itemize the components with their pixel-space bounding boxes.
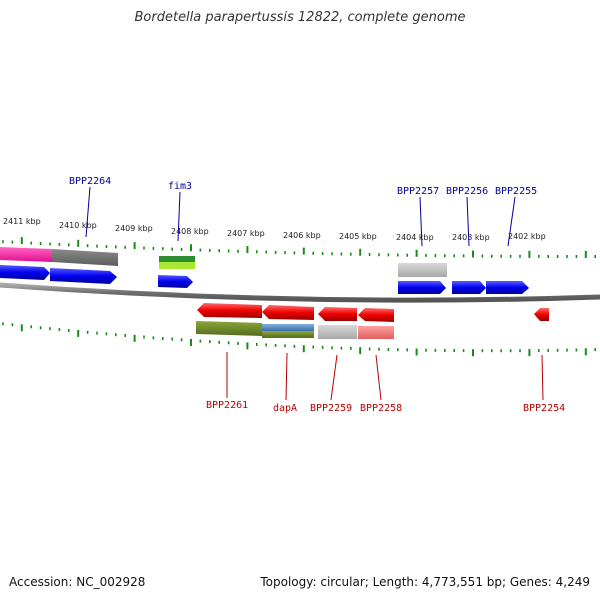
feature-bar-steelblue [262, 324, 314, 331]
scale-ticks-reverse [2, 322, 597, 357]
scale-labels: 2411 kbp 2410 kbp 2409 kbp 2408 kbp 2407… [3, 217, 546, 242]
gene-arrow-rev-dapA[interactable] [262, 305, 314, 320]
gene-arrow-fwd-bpp2257[interactable] [398, 281, 446, 294]
scale-label-2407: 2407 kbp [227, 229, 265, 238]
gene-arrow-fwd-bpp2256[interactable] [452, 281, 486, 294]
feature-bar-green [159, 256, 195, 262]
scale-label-2402: 2402 kbp [508, 232, 546, 241]
gene-arrow-fwd-a[interactable] [0, 265, 50, 280]
feature-bar-gray [52, 249, 118, 266]
scale-ticks-forward [2, 237, 597, 258]
scale-label-2405: 2405 kbp [339, 232, 377, 241]
gene-arrow-rev-bpp2261[interactable] [197, 303, 262, 318]
feature-bar-olive-1 [196, 321, 262, 336]
scale-label-2408: 2408 kbp [171, 227, 209, 236]
gene-arrow-rev-bpp2258[interactable] [358, 308, 394, 322]
feature-bar-pink [0, 247, 52, 262]
scale-label-2404: 2404 kbp [396, 233, 434, 242]
scale-label-2409: 2409 kbp [115, 224, 153, 233]
forward-feature-bars [0, 247, 447, 277]
gene-arrow-fwd-bpp2255[interactable] [486, 281, 529, 294]
feature-bar-lightgray [398, 263, 447, 277]
gene-label-bpp2257[interactable]: BPP2257 [397, 186, 439, 197]
gene-label-bpp2254[interactable]: BPP2254 [523, 403, 565, 414]
gene-label-bpp2261[interactable]: BPP2261 [206, 400, 248, 411]
gene-label-bpp2255[interactable]: BPP2255 [495, 186, 537, 197]
forward-gene-labels: BPP2264 fim3 BPP2257 BPP2256 BPP2255 [69, 176, 537, 197]
genome-backbone [0, 282, 600, 303]
forward-genes [0, 265, 529, 294]
gene-label-bpp2259[interactable]: BPP2259 [310, 403, 352, 414]
reverse-genes [197, 303, 549, 322]
reverse-feature-bars [196, 321, 394, 339]
gene-arrow-rev-bpp2254[interactable] [534, 308, 549, 321]
feature-bar-salmon [358, 326, 394, 339]
gene-arrow-rev-bpp2259[interactable] [318, 307, 357, 321]
feature-bar-olive-2 [262, 331, 314, 338]
gene-label-fim3[interactable]: fim3 [168, 181, 192, 192]
feature-bar-silver [318, 325, 357, 339]
gene-label-dapA[interactable]: dapA [273, 403, 297, 414]
accession-text: Accession: NC_002928 [9, 575, 146, 589]
genome-title: Bordetella parapertussis 12822, complete… [134, 10, 466, 25]
gene-arrow-fwd-bpp2264[interactable] [50, 268, 117, 284]
scale-label-2411: 2411 kbp [3, 217, 41, 226]
gene-arrow-fwd-fim3[interactable] [158, 275, 193, 288]
callout-lines [85, 186, 544, 401]
gene-label-bpp2264[interactable]: BPP2264 [69, 176, 111, 187]
scale-label-2403: 2403 kbp [452, 233, 490, 242]
gene-label-bpp2256[interactable]: BPP2256 [446, 186, 488, 197]
scale-label-2406: 2406 kbp [283, 231, 321, 240]
gene-label-bpp2258[interactable]: BPP2258 [360, 403, 402, 414]
reverse-gene-labels: BPP2261 dapA BPP2259 BPP2258 BPP2254 [206, 400, 565, 414]
feature-bar-lime [159, 262, 195, 269]
scale-label-2410: 2410 kbp [59, 221, 97, 230]
topology-text: Topology: circular; Length: 4,773,551 bp… [260, 575, 590, 589]
